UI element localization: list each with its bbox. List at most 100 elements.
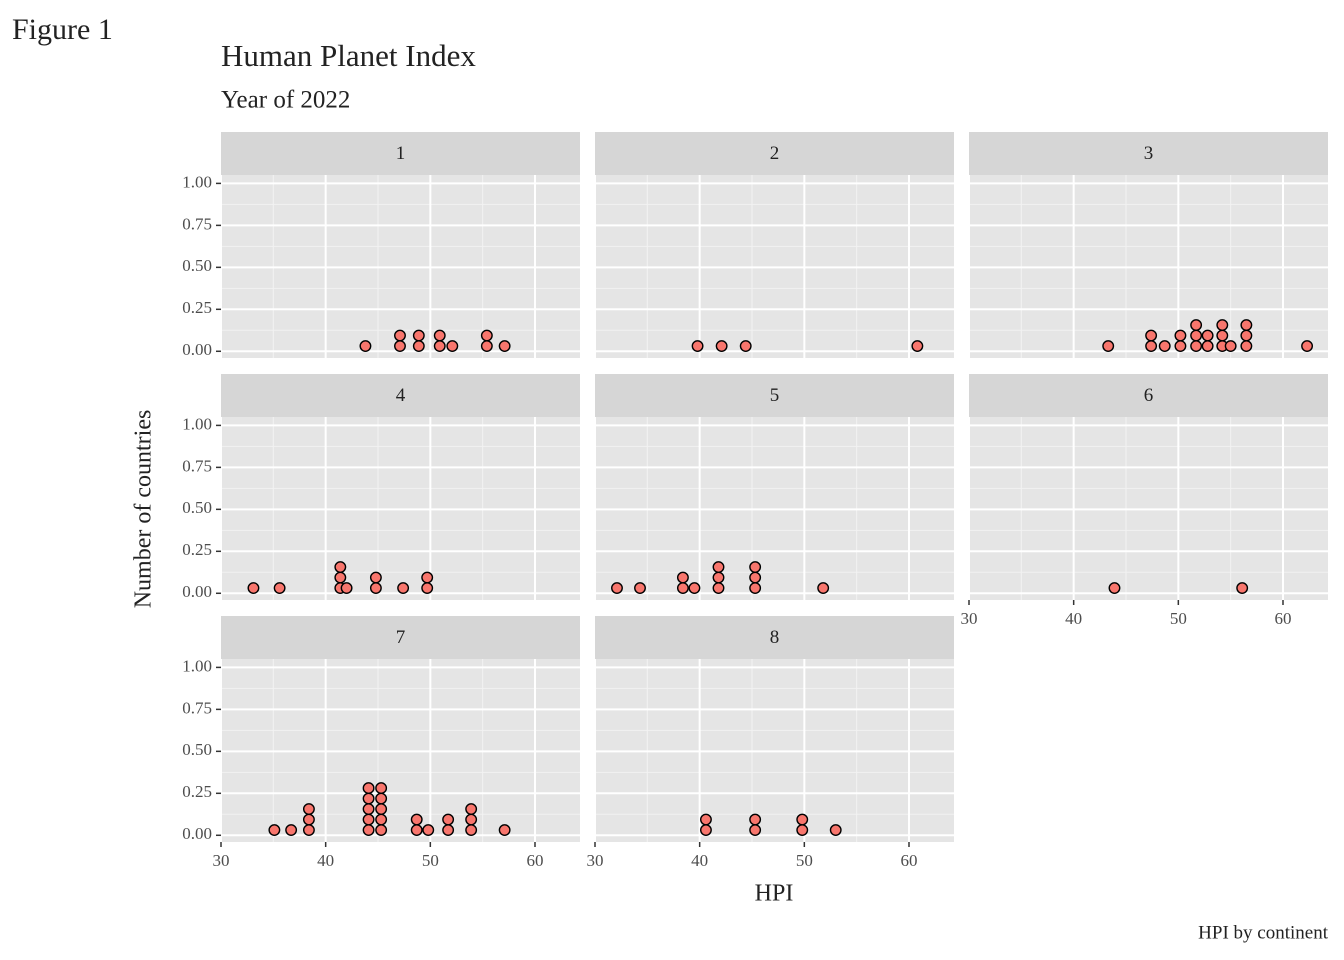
y-axis-label: Number of countries <box>131 410 157 609</box>
chart-subtitle: Year of 2022 <box>221 87 350 114</box>
dot <box>611 582 623 594</box>
strip-label: 7 <box>396 627 406 648</box>
x-tick-label: 40 <box>317 851 334 870</box>
dot <box>1224 340 1237 352</box>
dot <box>433 329 446 342</box>
dot <box>498 340 511 352</box>
dot <box>712 571 725 584</box>
x-tick-label: 50 <box>422 851 439 870</box>
strip <box>969 374 1328 417</box>
dot <box>1174 329 1187 342</box>
dot <box>749 824 762 836</box>
dot <box>634 582 646 594</box>
dot <box>749 813 762 826</box>
y-tick-label: 0.00 <box>182 582 212 601</box>
dot <box>688 582 701 594</box>
dot <box>796 813 809 826</box>
dot <box>749 582 762 594</box>
dot <box>334 561 347 573</box>
dot <box>369 582 382 594</box>
dot <box>362 824 375 836</box>
strip-label: 5 <box>770 385 780 406</box>
strip <box>221 616 580 659</box>
strip <box>595 616 954 659</box>
dot <box>410 813 423 826</box>
dot <box>394 329 406 342</box>
dot <box>1240 329 1253 342</box>
dot <box>362 782 375 795</box>
x-tick-label: 30 <box>213 851 230 870</box>
dot <box>362 813 375 826</box>
chart-title: Human Planet Index <box>221 38 476 73</box>
dot <box>699 813 712 826</box>
dot <box>465 824 478 836</box>
dot <box>442 824 455 836</box>
y-tick-label: 1.00 <box>182 656 212 675</box>
dot <box>1240 340 1253 352</box>
x-axis-label: HPI <box>755 881 794 907</box>
dot <box>749 561 762 573</box>
y-tick-label: 0.50 <box>182 498 212 517</box>
dot <box>412 329 425 342</box>
caption: HPI by continent <box>1198 922 1329 943</box>
x-tick-label: 40 <box>1065 609 1082 628</box>
dot <box>375 803 388 815</box>
dot <box>1174 340 1187 352</box>
dot <box>739 340 752 352</box>
dot <box>442 813 455 826</box>
y-tick-label: 0.25 <box>182 782 212 801</box>
dot <box>446 340 459 352</box>
y-tick-label: 0.50 <box>182 740 212 759</box>
dot <box>375 813 388 826</box>
figure-label: Figure 1 <box>12 13 113 46</box>
y-tick-label: 0.00 <box>182 340 212 359</box>
strip-label: 4 <box>396 385 406 406</box>
y-tick-label: 0.75 <box>182 214 212 233</box>
dot <box>480 329 493 342</box>
dot <box>1108 582 1121 594</box>
dot <box>1201 340 1214 352</box>
dot <box>712 561 725 573</box>
dot <box>375 792 388 805</box>
dot <box>268 824 281 836</box>
dot <box>285 824 298 836</box>
x-tick-label: 50 <box>1170 609 1187 628</box>
dot <box>676 582 689 594</box>
dot <box>480 340 493 352</box>
dot <box>302 813 315 826</box>
dot <box>302 824 315 836</box>
strip <box>595 132 954 175</box>
x-tick-label: 50 <box>796 851 813 870</box>
dot <box>421 582 434 594</box>
strip-label: 1 <box>396 143 406 164</box>
x-tick-label: 30 <box>587 851 604 870</box>
y-tick-label: 0.75 <box>182 698 212 717</box>
y-tick-label: 0.75 <box>182 456 212 475</box>
dot <box>1102 340 1115 352</box>
y-tick-label: 1.00 <box>182 172 212 191</box>
x-tick-label: 60 <box>900 851 917 870</box>
strip <box>595 374 954 417</box>
x-tick-label: 30 <box>961 609 978 628</box>
dot <box>334 571 347 584</box>
dot <box>796 824 809 836</box>
dot <box>369 571 382 584</box>
dot <box>1190 319 1203 331</box>
dot <box>817 582 830 594</box>
dot <box>699 824 712 836</box>
dot <box>422 824 435 836</box>
dot <box>498 824 511 836</box>
dot <box>829 824 842 836</box>
strip-label: 3 <box>1144 143 1154 164</box>
dot <box>1190 340 1203 352</box>
dot <box>691 340 704 352</box>
dot <box>362 792 375 805</box>
dot <box>247 582 260 594</box>
dot <box>1145 329 1158 342</box>
dot <box>273 582 286 594</box>
dot <box>397 582 410 594</box>
dot <box>359 340 372 352</box>
dot <box>412 340 425 352</box>
strip-label: 8 <box>770 627 780 648</box>
